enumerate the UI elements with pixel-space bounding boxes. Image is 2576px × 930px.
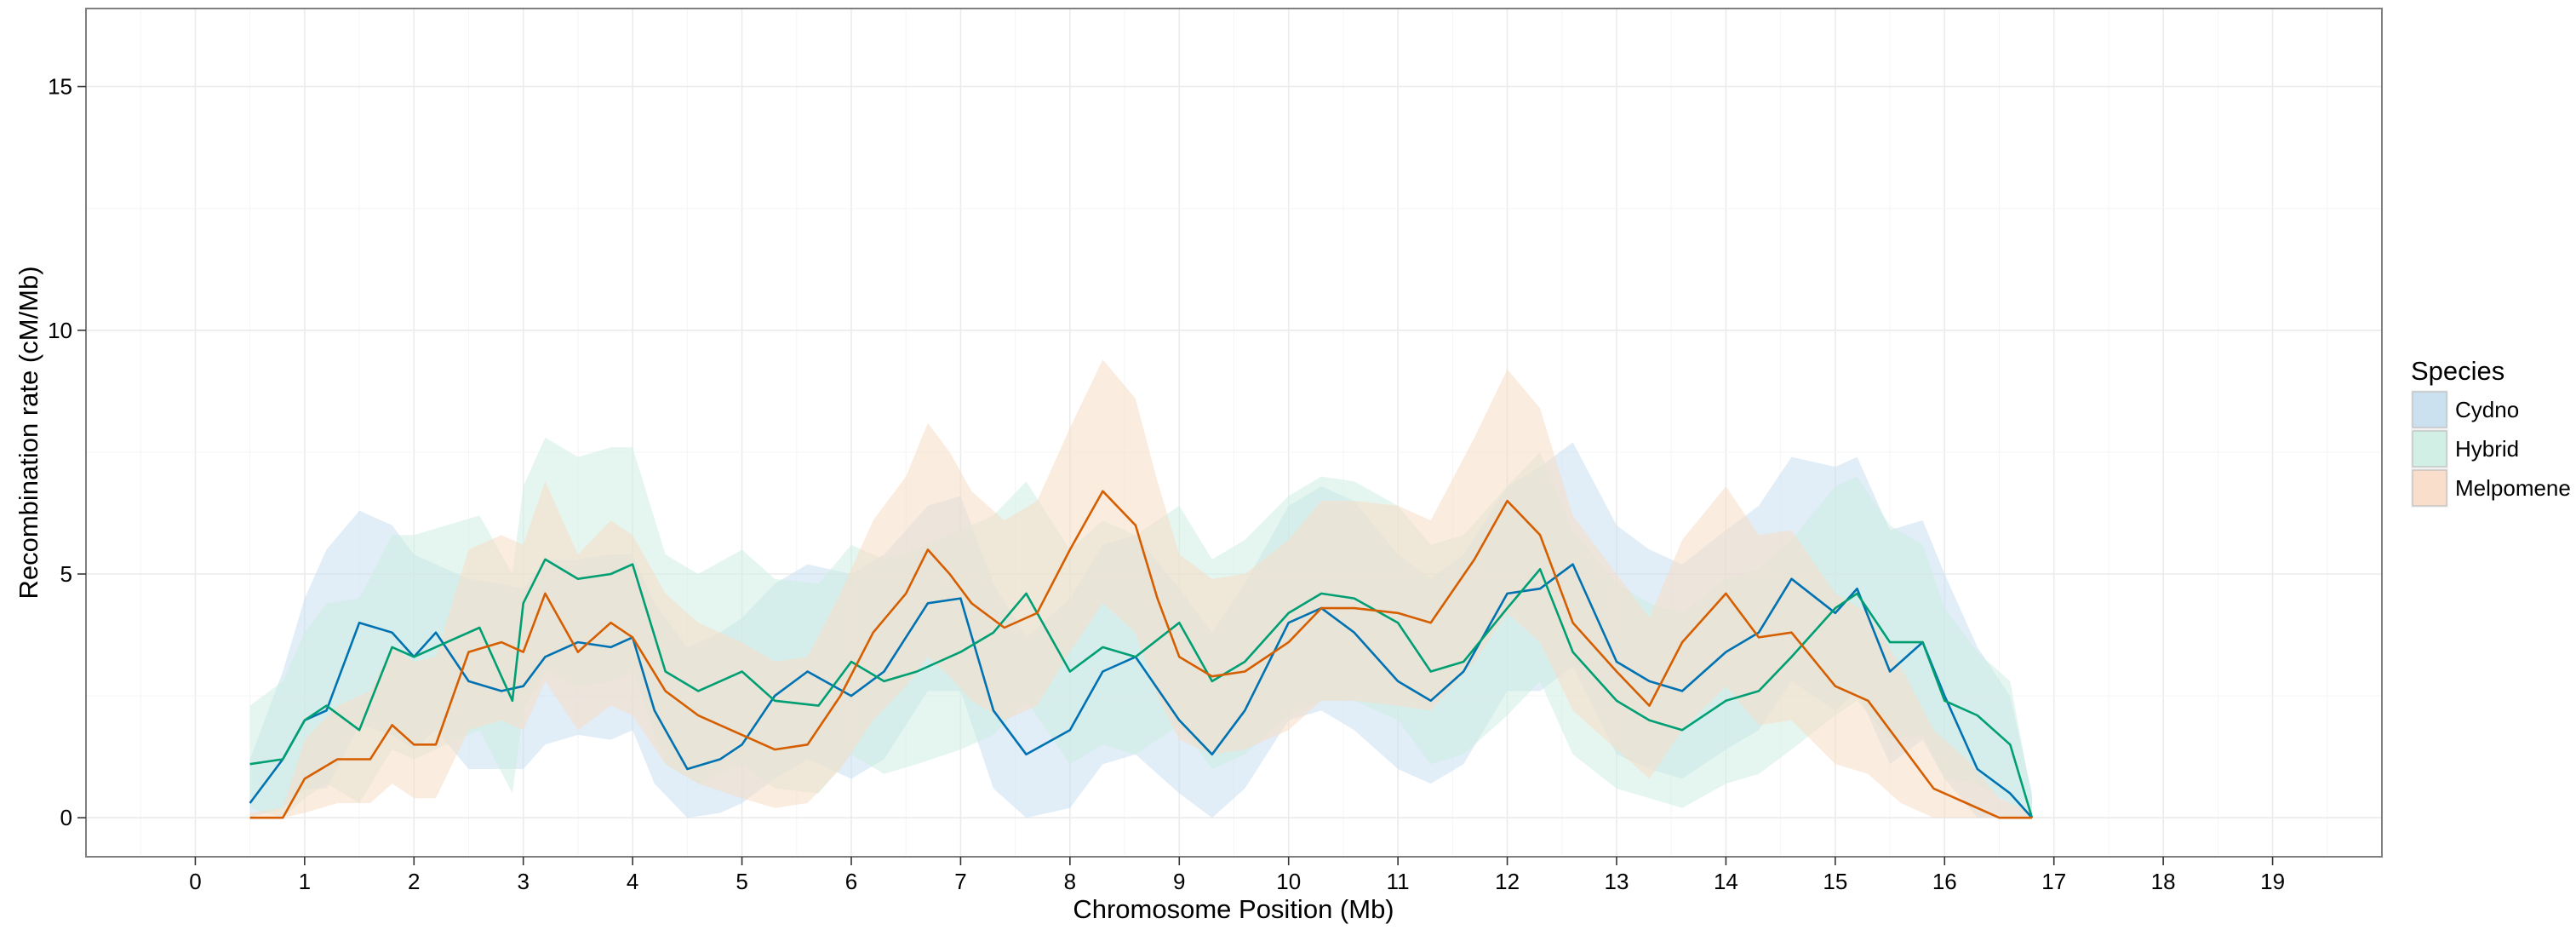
x-tick-label: 14: [1714, 869, 1738, 894]
x-tick-label: 18: [2151, 869, 2176, 894]
series-lines: [249, 490, 2034, 819]
x-tick-label: 8: [1064, 869, 1076, 894]
x-tick-label: 2: [408, 869, 420, 894]
x-tick-label: 6: [845, 869, 857, 894]
x-tick-label: 17: [2041, 869, 2066, 894]
legend-key-cydno: [2412, 391, 2447, 428]
x-tick-label: 10: [1276, 869, 1301, 894]
x-tick-label: 3: [517, 869, 529, 894]
x-tick-label: 13: [1605, 869, 1629, 894]
y-axis-ticks: 0 5 10 15: [48, 74, 86, 830]
legend-key-hybrid: [2412, 430, 2447, 468]
x-axis-title: Chromosome Position (Mb): [1073, 894, 1394, 924]
y-axis-title: Recombination rate (cM/Mb): [14, 266, 43, 599]
y-tick-label: 10: [48, 318, 72, 343]
x-tick-label: 15: [1823, 869, 1847, 894]
series-line-melpomene: [249, 490, 2032, 819]
legend-label-cydno: Cydno: [2455, 397, 2519, 422]
series-line-cydno: [249, 563, 2033, 819]
legend: Species Cydno Hybrid Melpomene: [2411, 356, 2571, 508]
x-tick-label: 16: [1932, 869, 1957, 894]
y-tick-label: 0: [60, 805, 72, 830]
legend-title: Species: [2411, 356, 2504, 386]
confidence-band-melpomene: [249, 359, 2032, 818]
x-tick-label: 0: [189, 869, 201, 894]
legend-label-melpomene: Melpomene: [2455, 475, 2571, 501]
x-tick-label: 9: [1173, 869, 1185, 894]
plot-border: [85, 8, 2383, 858]
x-tick-label: 7: [954, 869, 966, 894]
confidence-bands: [249, 359, 2032, 818]
x-tick-label: 4: [627, 869, 638, 894]
x-tick-label: 5: [736, 869, 747, 894]
legend-items: Cydno Hybrid Melpomene: [2411, 390, 2571, 508]
y-tick-label: 15: [48, 74, 72, 100]
series-line-hybrid: [249, 558, 2034, 818]
x-axis-ticks: 0 1 2 3 4 5 6 7 8 9 10 11 12 13 14 15 16 17 18 19: [189, 857, 2285, 894]
legend-key-melpomene: [2412, 469, 2447, 507]
x-tick-label: 1: [299, 869, 311, 894]
legend-label-hybrid: Hybrid: [2455, 436, 2519, 462]
y-tick-label: 5: [60, 561, 72, 587]
x-tick-label: 19: [2260, 869, 2285, 894]
x-tick-label: 11: [1387, 869, 1410, 894]
x-tick-label: 12: [1495, 869, 1520, 894]
